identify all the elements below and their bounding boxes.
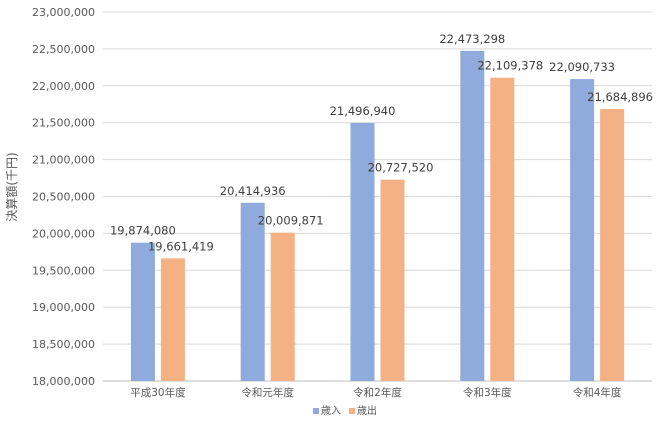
y-tick-label: 23,000,000 (32, 6, 95, 19)
y-tick-label: 18,000,000 (32, 375, 95, 388)
legend-swatch (349, 408, 355, 414)
x-tick-label: 令和4年度 (573, 386, 622, 399)
y-axis-title: 決算額(千円) (4, 152, 19, 221)
bar-expenditure (600, 109, 625, 381)
data-label: 21,684,896 (587, 90, 653, 104)
x-axis-ticks: 平成30年度 令和元年度 令和2年度 令和3年度 令和4年度 (130, 386, 622, 399)
bar-expenditure (490, 77, 515, 381)
y-tick-label: 20,500,000 (32, 191, 95, 204)
legend-swatch (313, 408, 319, 414)
y-axis-ticks: 18,000,000 18,500,000 19,000,000 19,500,000… (32, 6, 95, 388)
x-tick-label: 令和元年度 (241, 386, 294, 399)
data-label: 20,414,936 (220, 184, 286, 198)
y-tick-label: 22,500,000 (32, 43, 95, 56)
bar-expenditure (270, 232, 295, 381)
bar-expenditure (380, 179, 405, 381)
bar-expenditure (160, 258, 185, 381)
data-label: 22,473,298 (439, 32, 505, 46)
y-tick-label: 20,000,000 (32, 227, 95, 240)
bar-revenue (350, 122, 375, 381)
x-tick-label: 平成30年度 (130, 386, 186, 399)
data-label: 20,727,520 (368, 161, 434, 175)
legend: 歳入 歳出 (313, 404, 377, 417)
data-label: 19,874,080 (110, 224, 176, 238)
gridlines (103, 11, 652, 382)
data-label: 20,009,871 (258, 214, 324, 228)
data-label: 21,496,940 (330, 104, 396, 118)
y-tick-label: 21,000,000 (32, 154, 95, 167)
legend-label: 歳出 (357, 404, 377, 417)
x-tick-label: 令和3年度 (463, 386, 512, 399)
y-tick-label: 18,500,000 (32, 338, 95, 351)
bars (130, 50, 625, 382)
data-label: 19,661,419 (148, 239, 214, 253)
y-tick-label: 19,500,000 (32, 264, 95, 277)
legend-label: 歳入 (321, 405, 341, 417)
data-label: 22,109,378 (477, 59, 543, 73)
bar-revenue (130, 242, 155, 381)
bar-revenue (570, 79, 595, 381)
y-tick-label: 19,000,000 (32, 301, 95, 314)
x-tick-label: 令和2年度 (353, 386, 402, 399)
bar-revenue (460, 50, 485, 382)
y-tick-label: 21,500,000 (32, 117, 95, 130)
y-tick-label: 22,000,000 (32, 80, 95, 93)
data-label: 22,090,733 (549, 60, 615, 74)
bar-revenue (240, 202, 265, 381)
